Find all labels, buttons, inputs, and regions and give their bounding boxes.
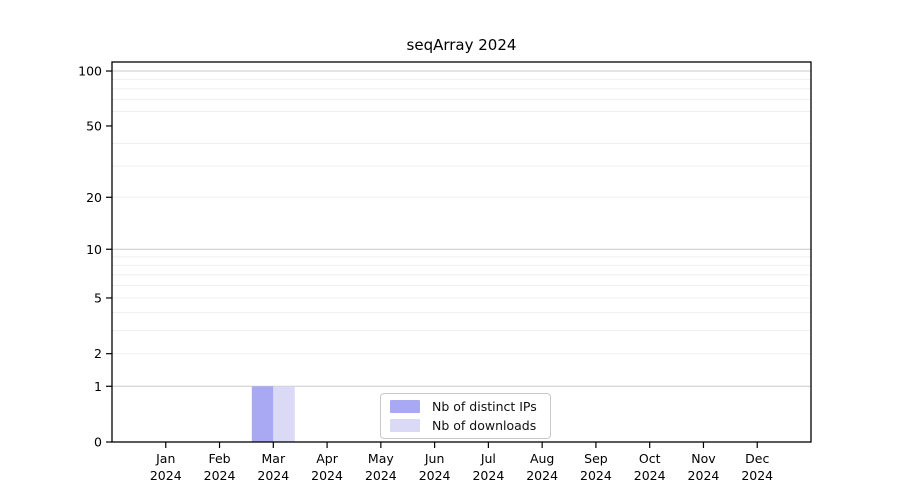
y-tick-label: 0	[94, 435, 102, 450]
x-tick-label-month: May	[368, 451, 394, 466]
x-tick-label-month: Jul	[480, 451, 496, 466]
legend-swatch-distinct-ips	[390, 400, 420, 413]
x-tick-label-year: 2024	[257, 468, 289, 483]
legend-swatch-downloads	[390, 419, 420, 432]
y-tick-label: 100	[78, 64, 102, 79]
x-tick-label-month: Oct	[639, 451, 661, 466]
x-tick-label-month: Mar	[262, 451, 286, 466]
x-tick-label-month: Feb	[208, 451, 230, 466]
y-tick-label: 10	[86, 242, 102, 257]
y-tick-label: 50	[86, 118, 102, 133]
x-tick-label-month: Nov	[691, 451, 716, 466]
x-tick-label-year: 2024	[472, 468, 504, 483]
y-tick-label: 2	[94, 346, 102, 361]
x-tick-label-month: Sep	[584, 451, 608, 466]
x-tick-label-year: 2024	[741, 468, 773, 483]
x-tick-label-year: 2024	[580, 468, 612, 483]
y-tick-label: 5	[94, 290, 102, 305]
x-tick-label-year: 2024	[204, 468, 236, 483]
x-tick-label-month: Aug	[530, 451, 554, 466]
x-tick-label-month: Jan	[155, 451, 175, 466]
x-tick-label-year: 2024	[150, 468, 182, 483]
x-tick-label-month: Dec	[745, 451, 769, 466]
legend-label-distinct-ips: Nb of distinct IPs	[432, 399, 537, 414]
legend-item-downloads: Nb of downloads	[390, 418, 541, 433]
x-tick-label-year: 2024	[634, 468, 666, 483]
legend-label-downloads: Nb of downloads	[432, 418, 537, 433]
bar-nb-of-downloads	[273, 386, 295, 442]
x-tick-label-year: 2024	[365, 468, 397, 483]
bar-nb-of-distinct-ips	[251, 386, 274, 442]
x-tick-label-year: 2024	[526, 468, 558, 483]
legend-item-distinct-ips: Nb of distinct IPs	[390, 399, 541, 414]
plot-border	[111, 61, 812, 443]
x-tick-label-year: 2024	[688, 468, 720, 483]
x-tick-label-month: Apr	[316, 451, 338, 466]
y-tick-label: 20	[86, 190, 102, 205]
y-tick-label: 1	[94, 379, 102, 394]
chart-title: seqArray 2024	[406, 36, 517, 54]
x-tick-label-year: 2024	[311, 468, 343, 483]
x-tick-label-month: Jun	[424, 451, 445, 466]
x-tick-label-year: 2024	[419, 468, 451, 483]
legend: Nb of distinct IPs Nb of downloads	[380, 393, 551, 439]
